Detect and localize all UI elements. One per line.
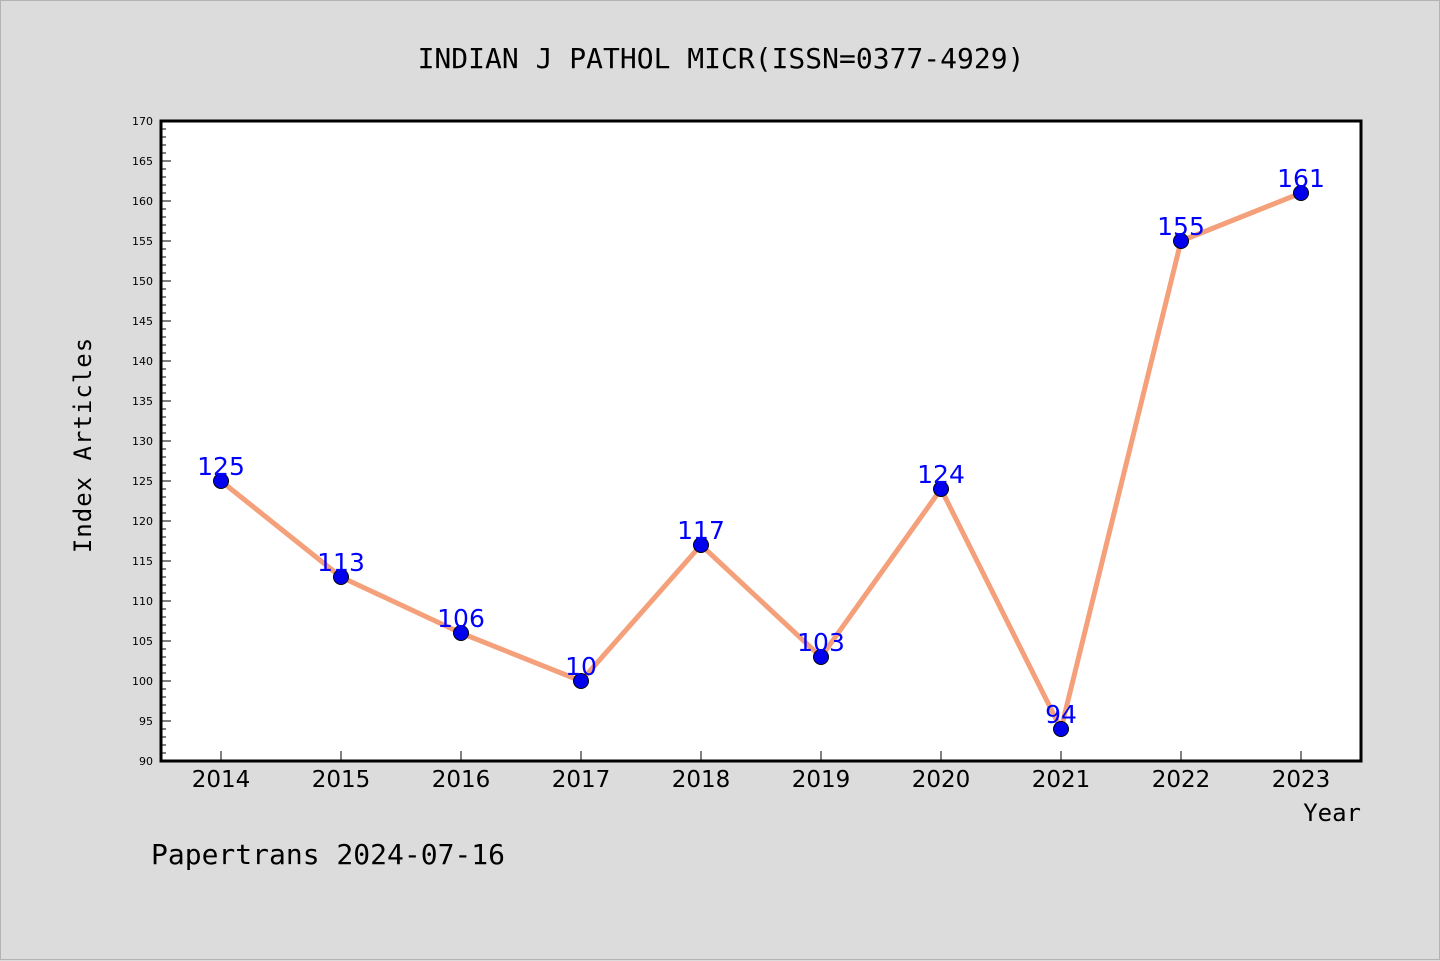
data-point xyxy=(453,625,469,641)
y-tick-label: 105 xyxy=(132,635,153,648)
data-point xyxy=(213,473,229,489)
y-tick-label: 170 xyxy=(132,115,153,128)
y-axis-label: Index Articles xyxy=(69,337,97,553)
x-axis-label: Year xyxy=(1303,799,1361,827)
x-tick-label: 2014 xyxy=(192,767,251,793)
data-label: 113 xyxy=(317,548,365,577)
series-markers xyxy=(213,185,1309,737)
plot-area xyxy=(161,121,1361,761)
x-tick-label: 2017 xyxy=(552,767,611,793)
data-label: 117 xyxy=(677,516,725,545)
y-axis-ticks: 90 95 100 105 110 115 120 125 130 135 140 145 150 155… xyxy=(132,115,171,768)
data-label: 125 xyxy=(197,452,245,481)
x-tick-label: 2023 xyxy=(1272,767,1331,793)
x-tick-label: 2022 xyxy=(1152,767,1211,793)
y-tick-label: 135 xyxy=(132,395,153,408)
x-axis-ticks: 2014 2015 2016 2017 2018 2019 2020 2021 2022 2023 xyxy=(192,751,1331,793)
data-label: 10 xyxy=(565,652,597,681)
y-tick-label: 155 xyxy=(132,235,153,248)
data-point xyxy=(813,649,829,665)
data-point xyxy=(573,673,589,689)
data-label: 124 xyxy=(917,460,965,489)
y-tick-label: 95 xyxy=(139,715,153,728)
data-point xyxy=(333,569,349,585)
data-point xyxy=(1053,721,1069,737)
y-tick-label: 165 xyxy=(132,155,153,168)
data-label: 94 xyxy=(1045,700,1077,729)
x-tick-label: 2016 xyxy=(432,767,491,793)
x-tick-label: 2021 xyxy=(1032,767,1091,793)
y-tick-label: 150 xyxy=(132,275,153,288)
data-labels: 125 113 106 10 117 103 124 94 155 161 xyxy=(197,164,1325,729)
x-tick-label: 2015 xyxy=(312,767,371,793)
y-tick-label: 90 xyxy=(139,755,153,768)
data-point xyxy=(933,481,949,497)
data-point xyxy=(1173,233,1189,249)
y-tick-label: 115 xyxy=(132,555,153,568)
y-tick-label: 125 xyxy=(132,475,153,488)
x-tick-label: 2018 xyxy=(672,767,731,793)
y-tick-label: 110 xyxy=(132,595,153,608)
data-point xyxy=(693,537,709,553)
footer-credit: Papertrans 2024-07-16 xyxy=(151,838,505,871)
y-tick-label: 100 xyxy=(132,675,153,688)
series-line xyxy=(218,190,1304,732)
y-tick-label: 120 xyxy=(132,515,153,528)
y-tick-label: 140 xyxy=(132,355,153,368)
data-label: 103 xyxy=(797,628,845,657)
data-point xyxy=(1293,185,1309,201)
plot-border xyxy=(159,119,1363,763)
data-label: 106 xyxy=(437,604,485,633)
data-label: 155 xyxy=(1157,212,1205,241)
y-tick-label: 130 xyxy=(132,435,153,448)
x-tick-label: 2019 xyxy=(792,767,851,793)
data-label: 161 xyxy=(1277,164,1325,193)
x-tick-label: 2020 xyxy=(912,767,971,793)
chart-title: INDIAN J PATHOL MICR(ISSN=0377-4929) xyxy=(418,42,1025,75)
y-tick-label: 160 xyxy=(132,195,153,208)
y-tick-label: 145 xyxy=(132,315,153,328)
